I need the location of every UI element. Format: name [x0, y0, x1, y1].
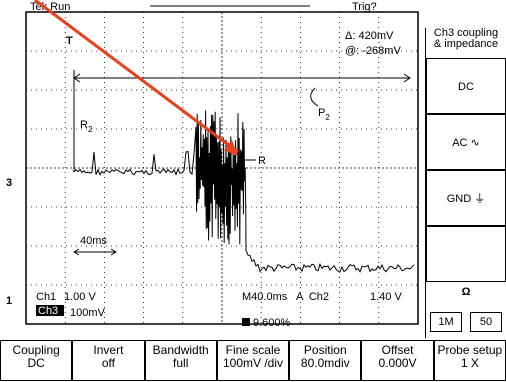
delta-readout: Δ: 420mV	[345, 30, 394, 42]
r-label: R	[258, 155, 266, 167]
r2-sub: 2	[88, 125, 93, 134]
trigger-level: 1.40 V	[370, 291, 402, 303]
timebase: M40.0ms	[242, 291, 288, 303]
button-value: full	[146, 357, 216, 370]
p2-label: P2	[318, 107, 330, 122]
option-dc[interactable]: DC	[426, 58, 506, 114]
button-value: DC	[1, 357, 71, 370]
option-ac[interactable]: AC ∿	[426, 114, 506, 170]
ch1: Ch1	[36, 291, 56, 303]
imp-1m[interactable]: 1M	[430, 312, 462, 332]
button-value: 80.0mdiv	[290, 357, 360, 370]
p2-leader	[311, 88, 318, 106]
ch1-scale: 1.00 V	[64, 291, 96, 303]
ch3-scale: 100mV	[70, 307, 106, 319]
p2-sub: 2	[325, 113, 330, 122]
imp-50[interactable]: 50	[470, 312, 502, 332]
graticule-display: Tek Run Trig? Δ: 420mV @: -268mV T 3 1 R…	[0, 0, 425, 338]
ch1-marker: 1	[6, 295, 12, 307]
button-value: 0.000V	[362, 357, 432, 370]
button-value: 100mV /div	[218, 357, 288, 370]
time-span: 40ms	[80, 235, 107, 247]
side-menu: Ch3 coupling& impedance DC AC ∿ GND ⏚ Ω …	[425, 28, 506, 338]
ch3-marker: 3	[6, 177, 12, 189]
r2-text: R	[80, 119, 88, 131]
button-value: 1 X	[435, 357, 505, 370]
ohm: Ω	[426, 286, 506, 298]
trigger-source: A Ch2	[296, 291, 329, 303]
button-value: off	[73, 357, 143, 370]
gnd-text: GND	[447, 193, 471, 205]
at-readout: @: -268mV	[345, 45, 401, 57]
p2-text: P	[318, 107, 325, 119]
position-icon	[242, 318, 250, 326]
trigger-status: Trig?	[352, 1, 377, 13]
side-title: Ch3 coupling& impedance	[426, 28, 506, 50]
blank-slot	[426, 226, 506, 282]
trigger-marker: T	[66, 35, 73, 47]
time-arrow	[74, 249, 116, 255]
title-line: & impedance	[434, 38, 498, 50]
option-gnd[interactable]: GND ⏚	[426, 170, 506, 226]
ch3: Ch3	[38, 305, 58, 317]
position: 9.600%	[253, 317, 291, 329]
ac-text: AC	[452, 137, 467, 149]
scope-screen: Tek Run Trig? Δ: 420mV @: -268mV T 3 1 R…	[0, 0, 506, 382]
r2-label: R2	[80, 119, 93, 134]
waveform	[74, 111, 414, 272]
